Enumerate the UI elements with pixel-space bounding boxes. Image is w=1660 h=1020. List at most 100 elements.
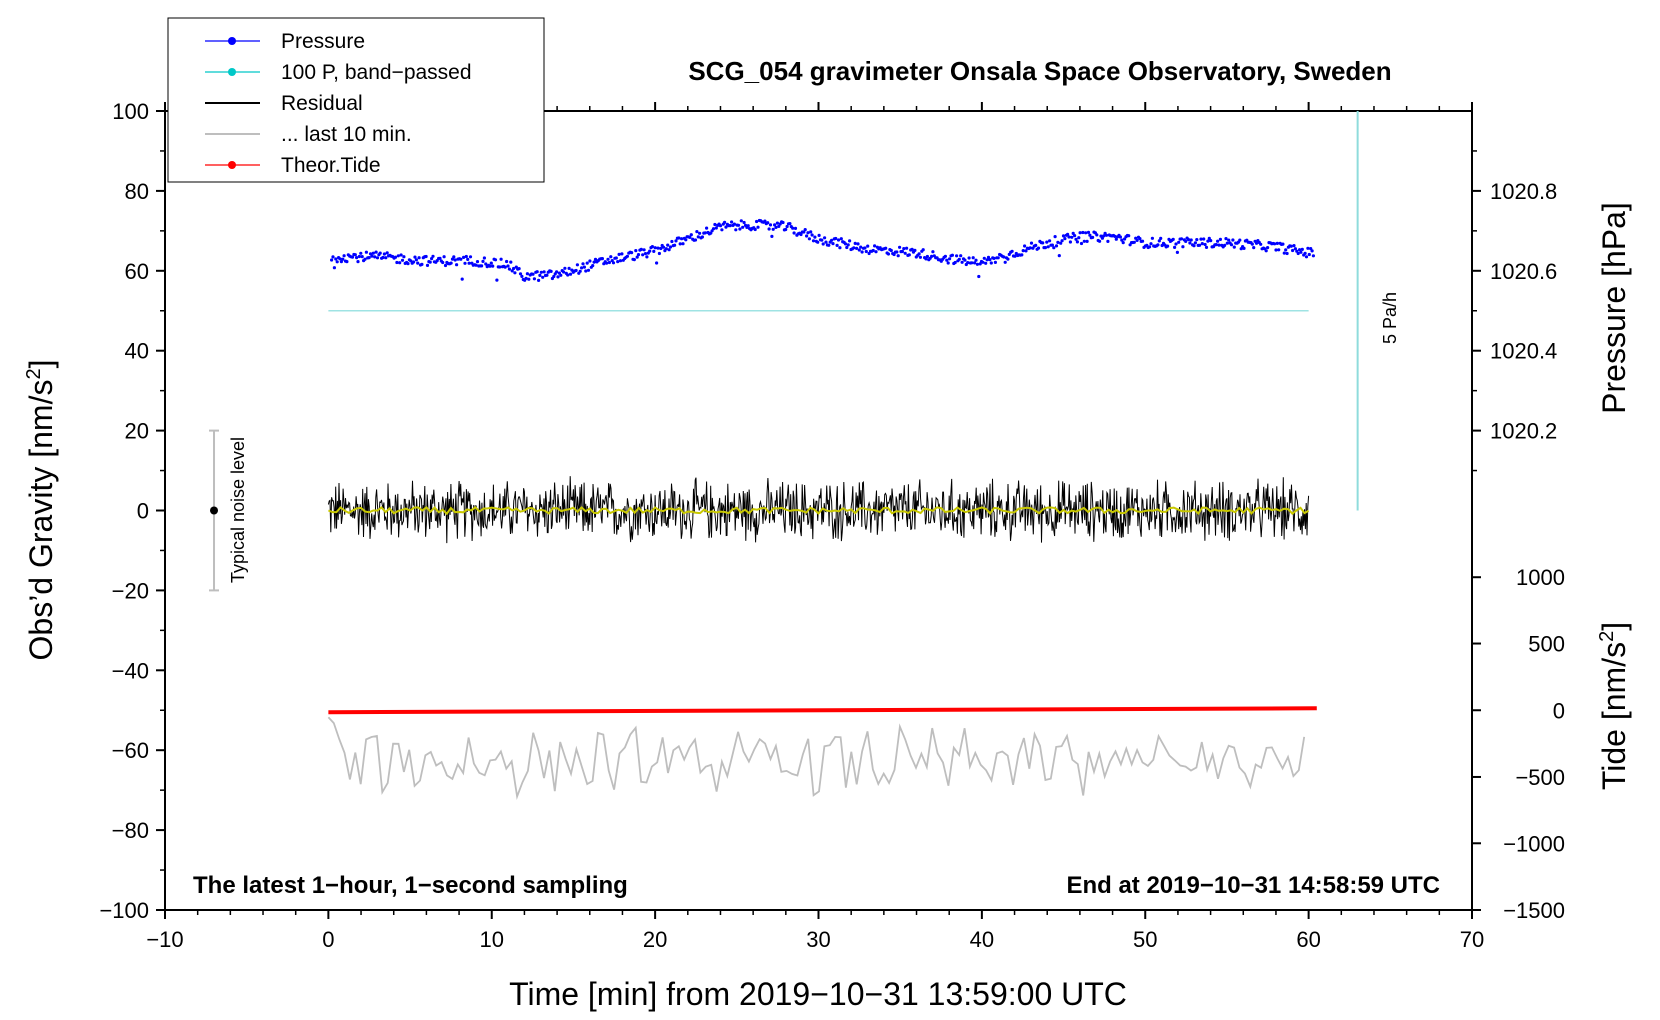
pressure-point bbox=[1066, 232, 1070, 236]
pressure-point bbox=[489, 261, 493, 265]
pressure-point bbox=[884, 246, 888, 250]
pressure-point bbox=[1086, 230, 1091, 234]
pressure-point bbox=[541, 275, 545, 279]
pressure-point bbox=[1100, 236, 1104, 240]
pressure-point bbox=[1028, 246, 1032, 250]
pressure-point bbox=[1104, 233, 1109, 237]
pressure-point bbox=[1013, 254, 1017, 258]
x-tick-label: 50 bbox=[1133, 927, 1157, 952]
pressure-point bbox=[1043, 246, 1047, 250]
pressure-point bbox=[417, 256, 421, 260]
pressure-point bbox=[1059, 241, 1063, 245]
pressure-point bbox=[499, 257, 503, 261]
pressure-point bbox=[1036, 246, 1041, 250]
pressure-point bbox=[1216, 239, 1220, 243]
pressure-point bbox=[823, 236, 827, 240]
pressure-point bbox=[1227, 238, 1231, 242]
pressure-point bbox=[792, 231, 796, 235]
pressure-point bbox=[367, 256, 371, 260]
legend-swatch-dot bbox=[228, 161, 236, 169]
pressure-point bbox=[1150, 236, 1154, 240]
pressure-point bbox=[331, 255, 335, 259]
pressure-point bbox=[774, 225, 778, 229]
pressure-point bbox=[630, 251, 634, 255]
pressure-point bbox=[1229, 243, 1234, 247]
pressure-point bbox=[967, 256, 971, 260]
pressure-point bbox=[581, 262, 585, 266]
y-left-label-base: Obs’d Gravity [nm/s bbox=[23, 380, 59, 661]
pressure-point bbox=[1186, 238, 1191, 242]
pressure-point bbox=[1060, 239, 1064, 243]
pressure-point bbox=[1156, 243, 1160, 247]
pressure-point bbox=[566, 273, 570, 277]
pressure-point bbox=[1232, 245, 1236, 249]
pressure-point bbox=[753, 227, 757, 232]
pressure-point bbox=[368, 252, 373, 256]
pressure-point bbox=[1074, 237, 1078, 241]
pressure-point bbox=[1300, 247, 1304, 251]
pressure-point bbox=[611, 261, 616, 265]
pressure-point bbox=[835, 243, 839, 247]
pressure-point bbox=[359, 251, 363, 255]
pressure-point bbox=[498, 265, 502, 269]
pressure-point bbox=[1202, 237, 1206, 241]
pressure-point bbox=[416, 261, 420, 265]
y-left-tick-label: 40 bbox=[125, 339, 149, 364]
pressure-point bbox=[578, 269, 582, 273]
pressure-point bbox=[982, 256, 986, 260]
x-tick-label: −10 bbox=[146, 927, 183, 952]
pressure-point bbox=[689, 233, 693, 237]
legend-swatch-dot bbox=[228, 68, 236, 76]
pressure-point bbox=[864, 249, 868, 254]
pressure-point bbox=[443, 263, 448, 268]
pressure-point bbox=[532, 277, 537, 281]
pressure-point bbox=[559, 273, 563, 277]
pressure-point bbox=[921, 248, 925, 252]
pressure-point bbox=[892, 252, 896, 257]
pressure-point bbox=[1095, 233, 1099, 237]
pressure-point bbox=[1048, 239, 1052, 243]
pressure-point bbox=[1174, 242, 1178, 246]
pressure-point bbox=[1242, 246, 1246, 250]
pressure-point bbox=[338, 257, 342, 261]
pressure-point bbox=[903, 251, 907, 255]
pressure-point bbox=[1298, 248, 1302, 252]
pressure-point bbox=[817, 233, 821, 237]
pressure-point bbox=[357, 254, 361, 259]
pressure-point bbox=[1159, 236, 1163, 240]
pressure-point bbox=[756, 225, 760, 229]
series-residual-line bbox=[327, 476, 1310, 544]
y-axis-tide: 1000 500 0 −500 −1000 −1500 bbox=[1472, 565, 1565, 923]
pressure-point bbox=[617, 252, 621, 256]
pressure-point bbox=[475, 260, 480, 264]
x-tick-label: 30 bbox=[806, 927, 830, 952]
x-tick-label: 70 bbox=[1460, 927, 1484, 952]
pressure-point bbox=[1061, 234, 1066, 238]
pressure-point bbox=[495, 278, 499, 282]
pressure-point bbox=[711, 227, 716, 231]
pressure-point bbox=[1023, 244, 1027, 248]
pressure-point bbox=[698, 231, 702, 235]
annotation-left: The latest 1−hour, 1−second sampling bbox=[193, 872, 628, 899]
pressure-point bbox=[474, 263, 478, 267]
pressure-point bbox=[1214, 243, 1218, 247]
pressure-point bbox=[836, 238, 841, 242]
pressure-point bbox=[563, 266, 567, 270]
pressure-point bbox=[360, 255, 364, 259]
pressure-point bbox=[950, 253, 955, 257]
pressure-point bbox=[1070, 235, 1074, 239]
pressure-point bbox=[1175, 250, 1179, 254]
pressure-point bbox=[1184, 239, 1188, 243]
pressure-point bbox=[1120, 238, 1124, 242]
pressure-point bbox=[896, 254, 900, 258]
pressure-point bbox=[966, 261, 970, 265]
pressure-point bbox=[1311, 254, 1315, 258]
pressure-point bbox=[1067, 235, 1071, 239]
legend-label: Pressure bbox=[281, 30, 365, 53]
pressure-point bbox=[773, 223, 777, 227]
pressure-point bbox=[1309, 247, 1313, 251]
pressure-point bbox=[1041, 241, 1045, 245]
pressure-point bbox=[1141, 239, 1145, 243]
pressure-point bbox=[988, 258, 992, 262]
